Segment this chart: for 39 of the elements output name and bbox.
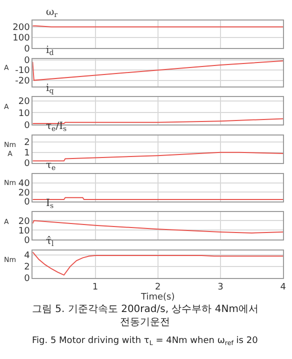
y-tick-label: 0 bbox=[24, 274, 30, 284]
x-tick-label: 1 bbox=[92, 282, 98, 293]
chart-title: τ$_{e}$ bbox=[46, 160, 56, 172]
y-tick-label: -10 bbox=[15, 66, 30, 76]
x-tick-label: 2 bbox=[154, 282, 161, 293]
line-series bbox=[32, 152, 284, 162]
y-tick-label: 1 bbox=[24, 148, 30, 159]
chart-title: ω$_{r}$ bbox=[46, 7, 58, 20]
y-tick-label: 40 bbox=[18, 179, 30, 190]
y-tick-label: 20 bbox=[18, 188, 30, 198]
caption: Fig. 5 Motor driving with τ$_{L}$ = 4Nm when ω$_{ref}$ is 20 bbox=[32, 336, 258, 347]
y-tick-label: 200 bbox=[12, 23, 30, 34]
y-tick-label: 0 bbox=[24, 120, 30, 131]
y-tick-label: 0 bbox=[24, 159, 30, 170]
x-tick-label: 4 bbox=[280, 282, 286, 293]
line-series bbox=[32, 60, 284, 81]
line-series bbox=[32, 220, 284, 234]
y-tick-label: 4 bbox=[24, 251, 30, 262]
line-series bbox=[32, 252, 284, 276]
chart-title: τ̂$_{l}$ bbox=[46, 236, 55, 248]
chart-title: i$_{d}$ bbox=[46, 45, 54, 58]
y-tick-label: 0 bbox=[24, 236, 30, 246]
chart-title: I$_{s}$ bbox=[46, 198, 54, 210]
y-tick-label: 10 bbox=[18, 226, 30, 236]
chart-title: τ$_{e}$/I$_{s}$ bbox=[46, 121, 68, 134]
x-tick-label: 3 bbox=[218, 282, 224, 293]
y-tick-label: 10 bbox=[18, 108, 30, 119]
y-tick-label: 2 bbox=[24, 262, 30, 273]
caption: 그림 5. 기준각속도 200rad/s, 상수부하 4Nm에서 전동기운전 bbox=[32, 304, 258, 328]
x-axis-title: Time(s) bbox=[140, 292, 175, 303]
y-tick-label: 0 bbox=[24, 197, 30, 208]
chart-title: i$_{q}$ bbox=[46, 83, 54, 96]
y-tick-label: 0 bbox=[24, 56, 30, 66]
y-tick-label: -20 bbox=[15, 76, 30, 86]
y-tick-label: 20 bbox=[18, 96, 30, 107]
y-tick-label: 0 bbox=[24, 44, 30, 54]
y-tick-label: 100 bbox=[12, 34, 30, 44]
y-tick-label: 2 bbox=[24, 138, 30, 148]
y-tick-label: 20 bbox=[18, 216, 30, 227]
